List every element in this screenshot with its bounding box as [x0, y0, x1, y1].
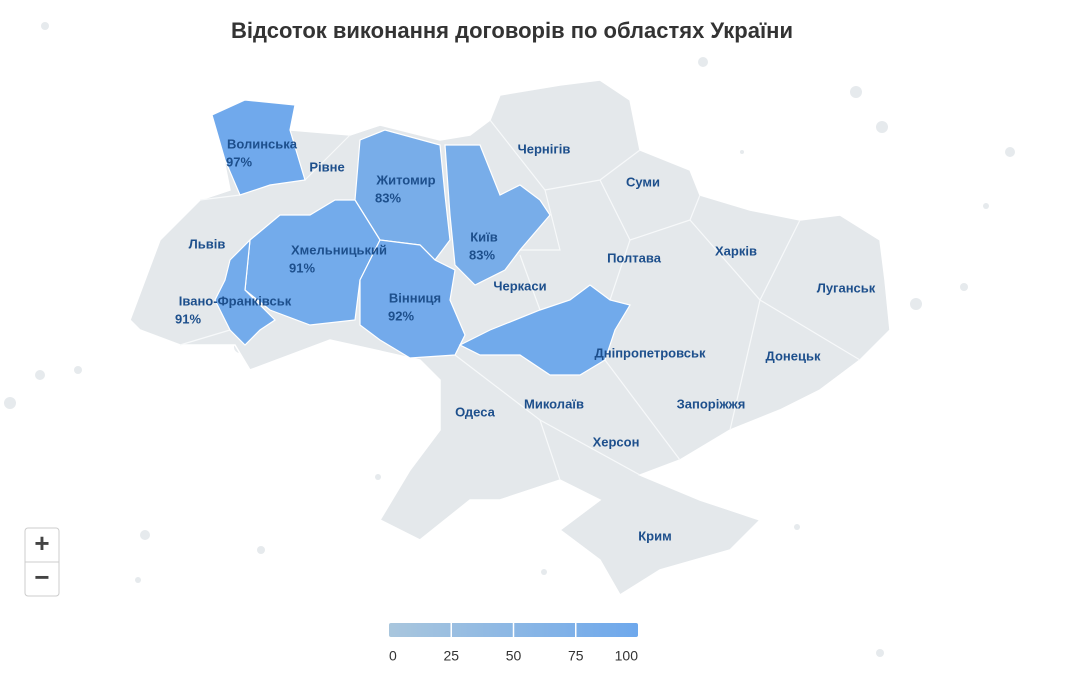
- region-name: Одеса: [455, 404, 495, 419]
- region-name: Полтава: [607, 250, 662, 265]
- region: [214, 238, 276, 346]
- region-value: 83%: [469, 247, 495, 262]
- region-value: 92%: [388, 308, 414, 323]
- region-name: Рівне: [309, 159, 344, 174]
- region-name: Луганськ: [817, 280, 876, 295]
- colorbar-tick-label: 50: [506, 648, 522, 664]
- region-name: Чернігів: [518, 141, 571, 156]
- region-name: Київ: [470, 229, 498, 244]
- region: [458, 284, 631, 376]
- map-title: Відсоток виконання договорів по областях…: [231, 18, 793, 43]
- region-name: Житомир: [375, 172, 435, 187]
- region-name: Івано-Франківськ: [179, 293, 292, 308]
- region-name: Вінниця: [389, 290, 441, 305]
- region-value: 91%: [289, 260, 315, 275]
- region-name: Львів: [189, 236, 226, 251]
- zoom-controls: + −: [24, 527, 60, 597]
- colorbar-tick-label: 100: [615, 648, 639, 664]
- region-name: Хмельницький: [291, 242, 387, 257]
- colorbar-tick-label: 0: [389, 648, 397, 664]
- region-name: Донецьк: [766, 348, 821, 363]
- colorbar-tick-label: 75: [568, 648, 584, 664]
- region-name: Запоріжжя: [677, 396, 746, 411]
- region-value: 83%: [375, 190, 401, 205]
- region-borders: [179, 119, 861, 481]
- region-value: 97%: [226, 154, 252, 169]
- region-name: Черкаси: [493, 278, 546, 293]
- zoom-out-button[interactable]: −: [34, 562, 49, 592]
- colorbar-tick-label: 25: [443, 648, 459, 664]
- region-value: 91%: [175, 311, 201, 326]
- region: [444, 144, 551, 286]
- region: [359, 239, 466, 359]
- region-name: Суми: [626, 174, 660, 189]
- region-name: Крим: [638, 528, 671, 543]
- region-name: Дніпропетровськ: [594, 345, 706, 360]
- region-name: Миколаїв: [524, 396, 584, 411]
- region-name: Херсон: [593, 434, 640, 449]
- zoom-in-button[interactable]: +: [34, 528, 49, 558]
- region-name: Харків: [715, 243, 757, 258]
- region-name: Волинська: [227, 136, 298, 151]
- region: [211, 99, 306, 196]
